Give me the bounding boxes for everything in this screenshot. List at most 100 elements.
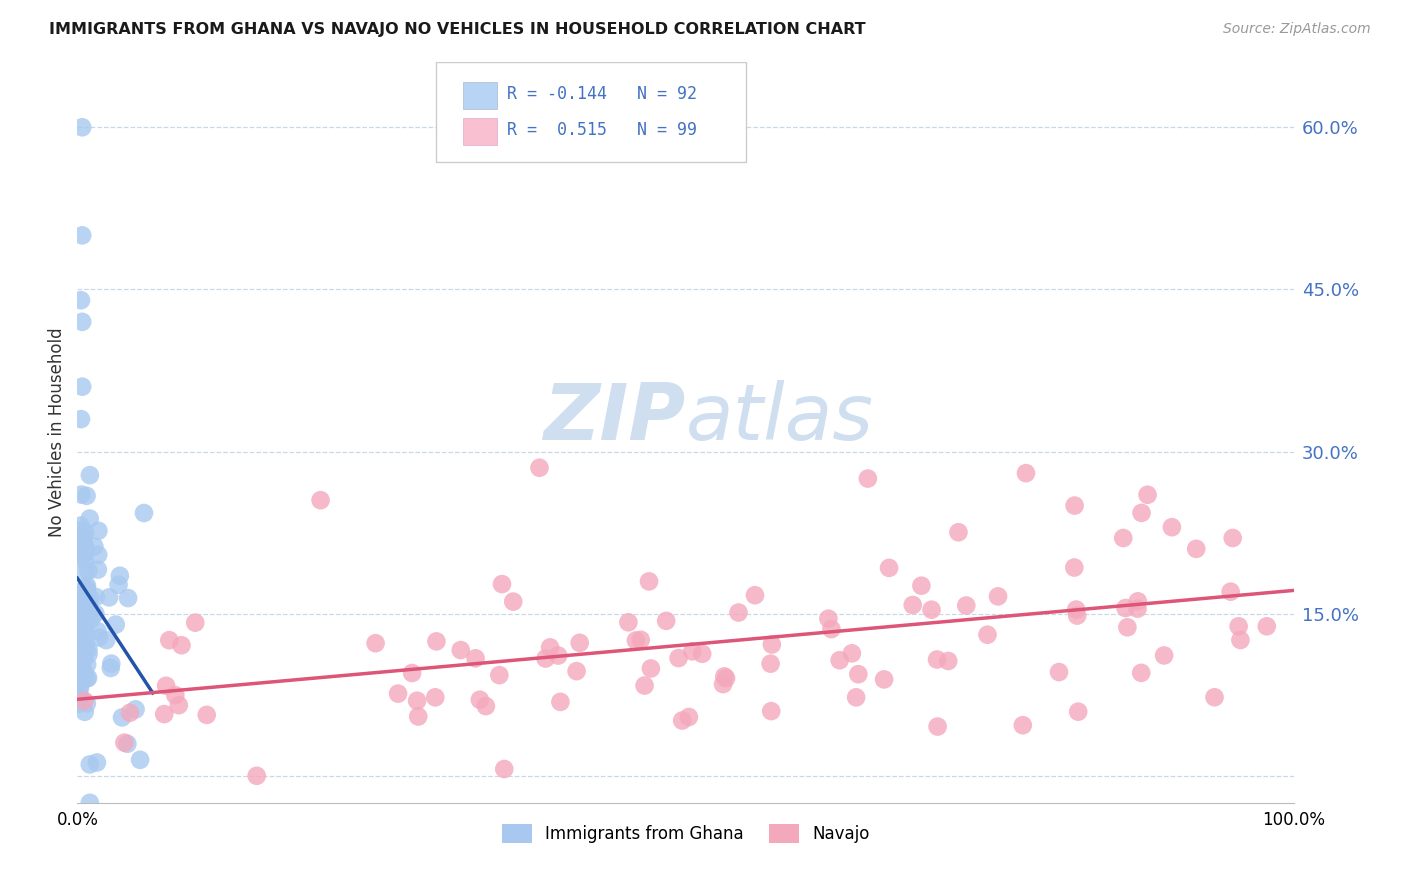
- Point: [70, 120, 93, 135]
- Point: [69, 543, 91, 558]
- Point: [1066, 608, 1088, 623]
- Point: [72, 547, 94, 561]
- Point: [624, 633, 647, 648]
- FancyBboxPatch shape: [436, 62, 747, 162]
- Point: [69, 690, 91, 705]
- Point: [1256, 619, 1278, 633]
- Point: [75, 526, 97, 541]
- Point: [1063, 560, 1085, 574]
- Point: [668, 651, 690, 665]
- FancyBboxPatch shape: [463, 118, 496, 145]
- Y-axis label: No Vehicles in Household: No Vehicles in Household: [48, 327, 66, 538]
- Point: [87, 631, 110, 645]
- Point: [987, 590, 1010, 604]
- Point: [76, 579, 98, 593]
- Point: [69, 681, 91, 695]
- Legend: Immigrants from Ghana, Navajo: Immigrants from Ghana, Navajo: [495, 817, 876, 850]
- Point: [67, 585, 90, 599]
- Point: [828, 653, 851, 667]
- Point: [1153, 648, 1175, 663]
- Point: [77, 595, 100, 609]
- Point: [877, 561, 900, 575]
- Point: [70, 641, 93, 656]
- Point: [77, 647, 100, 661]
- Point: [79, 591, 101, 606]
- Point: [655, 614, 678, 628]
- Point: [70, 315, 93, 329]
- Point: [475, 699, 498, 714]
- Point: [714, 671, 737, 685]
- Point: [100, 657, 122, 671]
- Point: [1011, 718, 1033, 732]
- Point: [112, 736, 135, 750]
- Point: [464, 651, 486, 665]
- Point: [1229, 632, 1251, 647]
- Point: [1115, 601, 1137, 615]
- Point: [75, 599, 97, 613]
- Point: [70, 663, 93, 677]
- Point: [79, 605, 101, 619]
- Point: [936, 654, 959, 668]
- Point: [401, 665, 423, 680]
- Point: [195, 707, 218, 722]
- Point: [67, 595, 90, 609]
- Point: [96, 633, 118, 648]
- Point: [87, 548, 110, 562]
- Point: [86, 756, 108, 770]
- Point: [744, 588, 766, 602]
- Point: [1161, 520, 1184, 534]
- Text: IMMIGRANTS FROM GHANA VS NAVAJO NO VEHICLES IN HOUSEHOLD CORRELATION CHART: IMMIGRANTS FROM GHANA VS NAVAJO NO VEHIC…: [49, 22, 866, 37]
- Point: [80, 612, 103, 626]
- Point: [1204, 690, 1226, 705]
- Point: [76, 697, 98, 711]
- Point: [104, 617, 127, 632]
- Point: [1222, 531, 1244, 545]
- Point: [72, 597, 94, 611]
- Point: [387, 687, 409, 701]
- Point: [640, 661, 662, 675]
- Point: [67, 697, 90, 711]
- Point: [184, 615, 207, 630]
- Point: [845, 690, 868, 705]
- Point: [69, 601, 91, 615]
- Point: [107, 578, 129, 592]
- Point: [491, 577, 513, 591]
- Point: [155, 679, 177, 693]
- Point: [73, 705, 96, 719]
- Point: [1112, 531, 1135, 545]
- Point: [678, 710, 700, 724]
- Point: [72, 531, 94, 545]
- Point: [901, 598, 924, 612]
- Point: [69, 518, 91, 533]
- Point: [538, 640, 561, 655]
- Point: [87, 563, 110, 577]
- Point: [617, 615, 640, 630]
- Point: [948, 525, 970, 540]
- Point: [76, 489, 98, 503]
- Point: [681, 644, 703, 658]
- Point: [73, 566, 96, 581]
- Point: [79, 468, 101, 483]
- Point: [72, 600, 94, 615]
- Point: [817, 612, 839, 626]
- Point: [67, 672, 90, 686]
- Point: [630, 632, 652, 647]
- Point: [108, 568, 131, 582]
- Point: [846, 667, 869, 681]
- Point: [1064, 602, 1087, 616]
- Point: [100, 661, 122, 675]
- Point: [76, 672, 98, 686]
- Text: ZIP: ZIP: [543, 380, 686, 456]
- Text: Source: ZipAtlas.com: Source: ZipAtlas.com: [1223, 22, 1371, 37]
- Point: [129, 753, 152, 767]
- Point: [79, 511, 101, 525]
- Point: [83, 540, 105, 554]
- Point: [70, 606, 93, 620]
- Point: [76, 657, 98, 672]
- Point: [547, 648, 569, 663]
- Point: [165, 688, 187, 702]
- Point: [494, 762, 516, 776]
- Point: [153, 707, 176, 722]
- Point: [727, 606, 749, 620]
- Point: [79, 757, 101, 772]
